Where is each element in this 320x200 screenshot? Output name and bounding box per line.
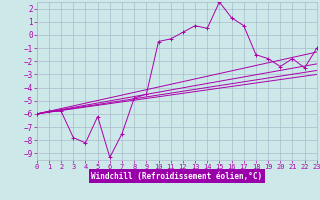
X-axis label: Windchill (Refroidissement éolien,°C): Windchill (Refroidissement éolien,°C) [91, 172, 262, 181]
